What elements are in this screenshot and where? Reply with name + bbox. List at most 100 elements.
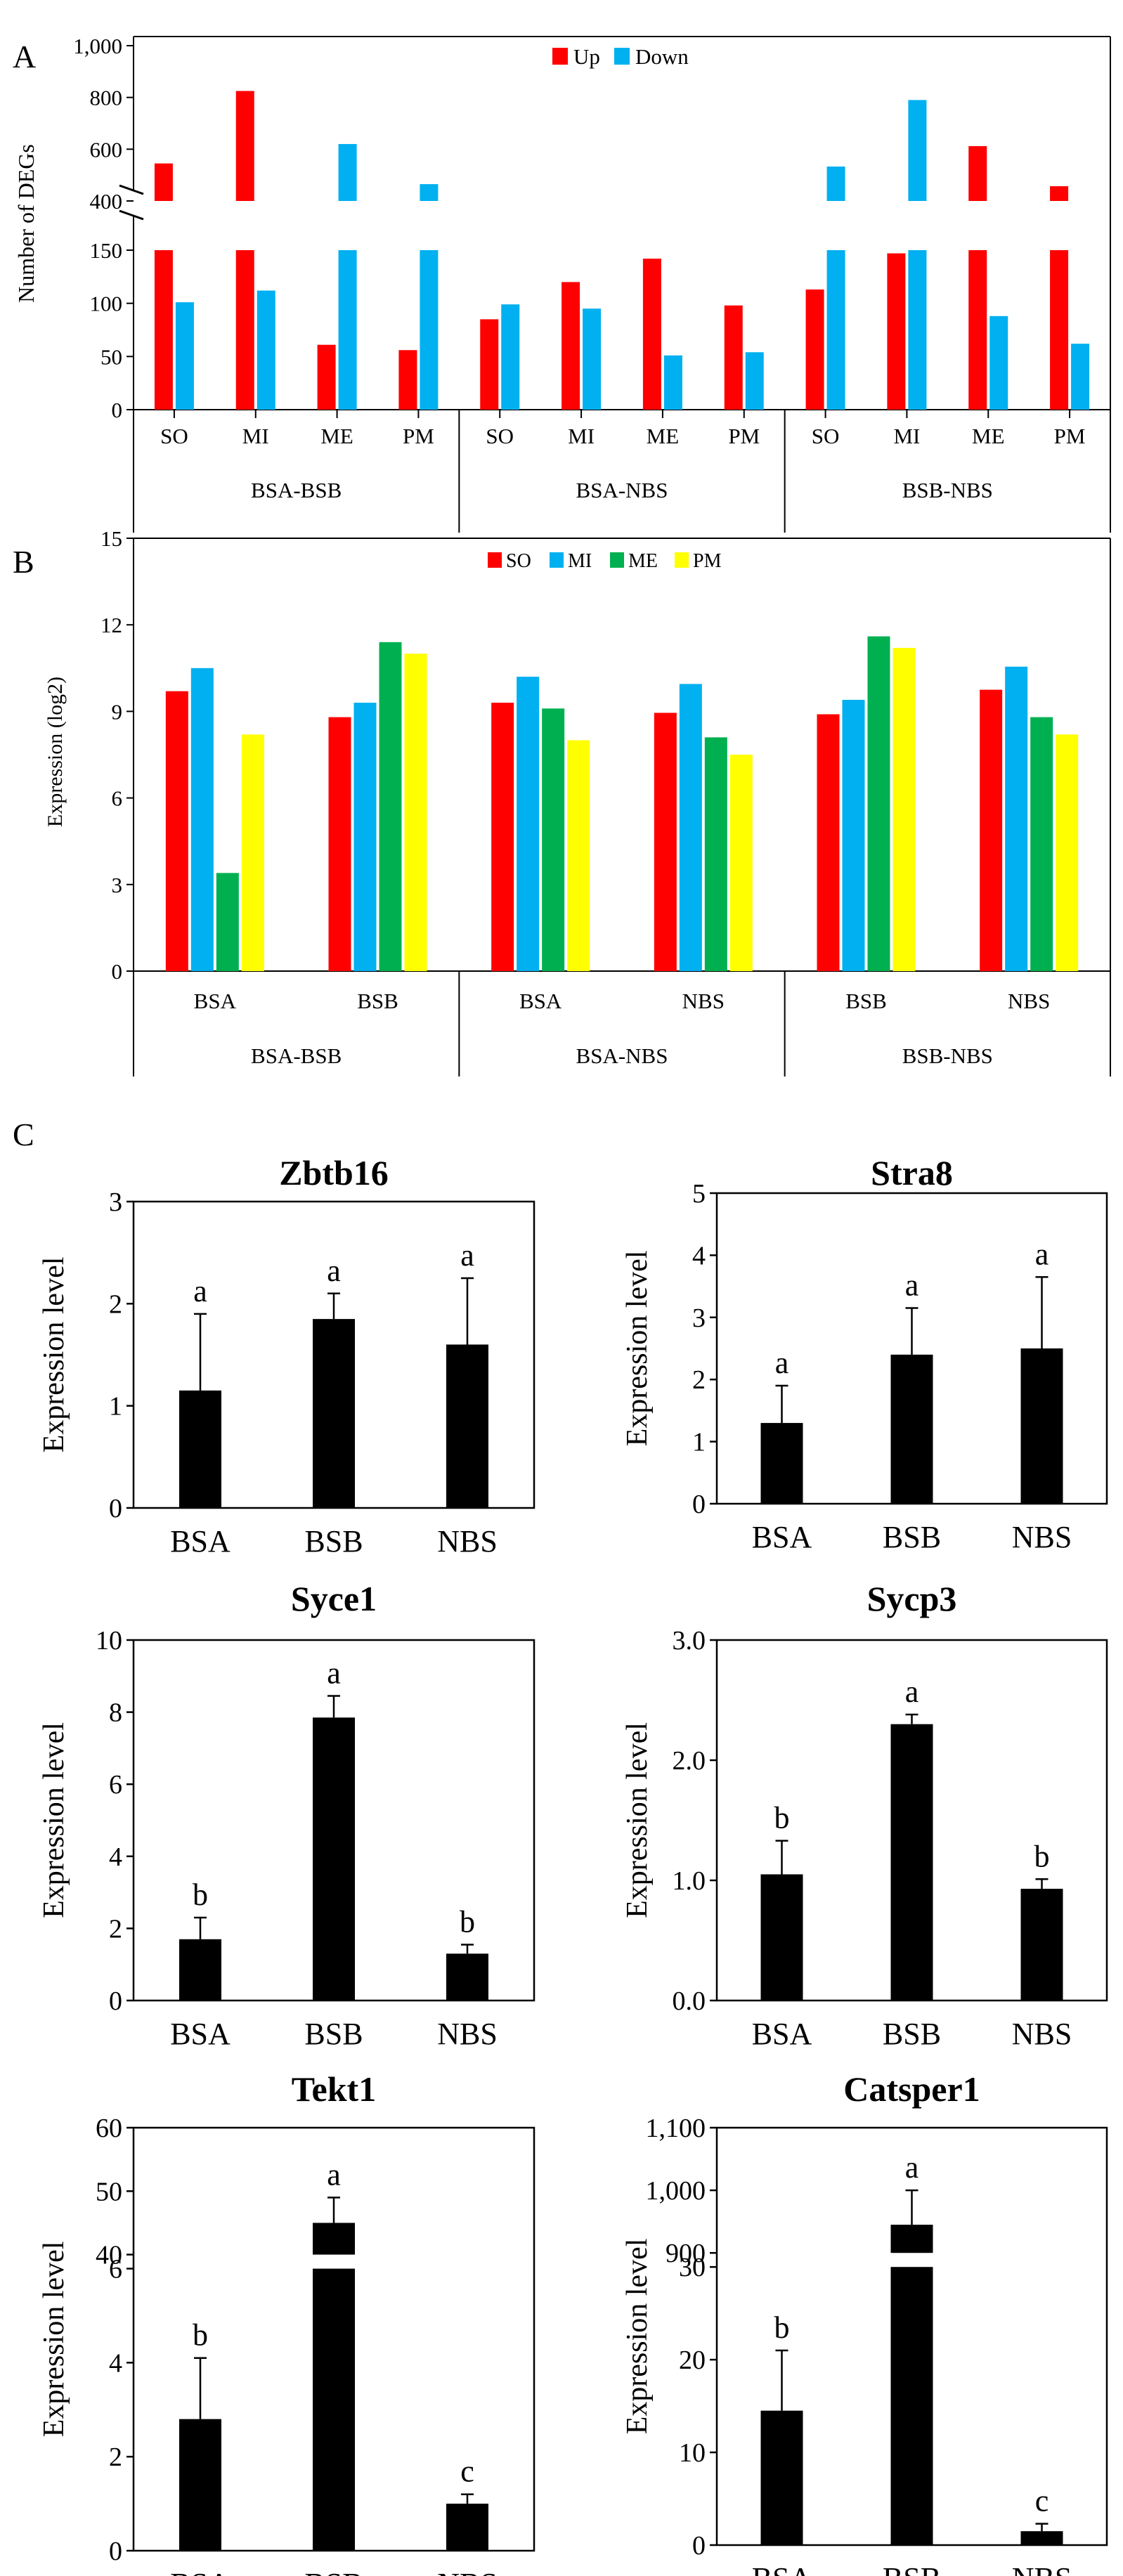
chart-a-bar-down bbox=[908, 250, 927, 410]
chart-significance-letter: a bbox=[460, 1238, 474, 1273]
chart-a-bar-down bbox=[257, 290, 275, 410]
chart-y-tick-label: 40 bbox=[96, 2241, 122, 2270]
chart-a-x-tick-label: SO bbox=[160, 424, 188, 448]
chart-a-bar-down bbox=[501, 304, 520, 410]
chart-b-bar-pm bbox=[892, 648, 916, 971]
chart-b-bar-so bbox=[980, 689, 1003, 971]
chart-b-legend-label-mi: MI bbox=[568, 550, 592, 572]
chart-b-x-tick-label: BSB bbox=[845, 989, 887, 1013]
chart-b-bar-mi bbox=[517, 677, 540, 971]
chart-y-tick-label: 4 bbox=[109, 2348, 122, 2378]
chart-b-legend-swatch-so bbox=[488, 552, 502, 568]
chart-zbtb16: Zbtb16 Expression level 0 1 2 3 a BSA a BSB a NBS bbox=[38, 1153, 535, 1559]
chart-y-tick-label: 1,000 bbox=[646, 2176, 706, 2206]
chart-a-x-tick-label: SO bbox=[486, 424, 514, 448]
chart-x-tick-label: BSA bbox=[170, 2567, 231, 2576]
chart-y-tick-label: 1.0 bbox=[673, 1866, 706, 1896]
chart-y-tick-label: 2 bbox=[692, 1365, 706, 1395]
chart-significance-letter: a bbox=[1035, 1237, 1049, 1271]
chart-a-bar-up bbox=[724, 305, 743, 410]
chart-b-x-tick-label: BSA bbox=[194, 989, 237, 1013]
chart-x-tick-label: BSA bbox=[752, 2017, 812, 2051]
chart-a-bar-up bbox=[235, 250, 254, 410]
chart-b-bar-mi bbox=[1005, 666, 1028, 971]
panel-label-b: B bbox=[13, 544, 34, 580]
chart-a-axis-break-mark bbox=[119, 184, 144, 195]
chart-bar bbox=[890, 1724, 933, 2001]
chart-title: Syce1 bbox=[291, 1579, 377, 1618]
chart-a-bar-down bbox=[420, 250, 439, 410]
chart-y-tick-label: 60 bbox=[96, 2114, 122, 2143]
chart-b-legend-swatch-me bbox=[610, 552, 624, 568]
chart-b-bar-mi bbox=[679, 684, 702, 971]
chart-significance-letter: a bbox=[905, 1268, 919, 1303]
chart-bar bbox=[179, 1390, 221, 1508]
chart-y-tick-label: 0 bbox=[692, 2531, 706, 2561]
chart-a-x-tick-label: MI bbox=[893, 424, 920, 448]
chart-b-bar-so bbox=[491, 703, 514, 971]
chart-y-tick-label: 8 bbox=[109, 1698, 122, 1728]
chart-y-tick-label: 2 bbox=[109, 1914, 122, 1944]
chart-a-bar-down bbox=[338, 250, 357, 410]
chart-b-bar-mi bbox=[353, 703, 377, 971]
chart-a-bar-down bbox=[1071, 344, 1090, 410]
chart-y-axis-title: Expression level bbox=[38, 2242, 70, 2438]
chart-a-bar-up-upper bbox=[1050, 186, 1069, 201]
chart-a-bar-down-upper bbox=[826, 167, 845, 201]
chart-x-tick-label: BSA bbox=[170, 1524, 231, 1559]
chart-a-bar-down-upper bbox=[338, 143, 357, 201]
chart-y-tick-label: 20 bbox=[679, 2346, 706, 2375]
chart-a-bar-up bbox=[480, 319, 499, 410]
chart-bar bbox=[313, 1319, 355, 1508]
chart-b-bar-so bbox=[328, 717, 351, 971]
chart-b-bar-so bbox=[654, 713, 677, 971]
chart-x-tick-label: BSA bbox=[170, 2017, 231, 2051]
chart-bar bbox=[1020, 2531, 1063, 2545]
chart-b-bar-me bbox=[216, 873, 239, 971]
chart-y-tick-label: 0 bbox=[109, 1494, 122, 1523]
chart-y-tick-label: 1 bbox=[692, 1428, 706, 1457]
chart-b-bar-so bbox=[817, 714, 840, 971]
chart-b-group-label: BSA-BSB bbox=[251, 1043, 342, 1068]
chart-x-tick-label: BSB bbox=[304, 2567, 363, 2576]
chart-b-bar-me bbox=[1030, 717, 1053, 971]
chart-b-x-tick-label: BSA bbox=[519, 989, 562, 1013]
chart-x-tick-label: BSB bbox=[883, 2017, 941, 2051]
chart-b-bar-mi bbox=[190, 668, 214, 971]
chart-a-y-tick-label: 600 bbox=[90, 137, 123, 162]
chart-significance-letter: b bbox=[774, 2310, 790, 2345]
chart-b-bar-mi bbox=[842, 699, 865, 971]
chart-a-x-tick-label: ME bbox=[972, 424, 1005, 448]
chart-b-x-tick-label: NBS bbox=[682, 989, 725, 1013]
chart-y-tick-label: 5 bbox=[692, 1179, 706, 1209]
chart-b-legend-label-so: SO bbox=[506, 550, 531, 572]
chart-a-x-tick-label: MI bbox=[568, 424, 595, 448]
chart-b-bar-me bbox=[379, 642, 402, 971]
chart-a-y-tick-label: 150 bbox=[90, 238, 123, 263]
chart-y-tick-label: 50 bbox=[96, 2177, 122, 2206]
chart-b-bar-pm bbox=[567, 740, 590, 971]
chart-bar bbox=[179, 1939, 221, 2001]
chart-significance-letter: b bbox=[460, 1904, 475, 1939]
chart-y-axis-title: Expression level bbox=[38, 1257, 70, 1453]
chart-a-bar-down bbox=[583, 308, 602, 410]
chart-b-y-tick-label: 9 bbox=[112, 699, 123, 724]
chart-x-tick-label: NBS bbox=[1012, 1520, 1072, 1554]
chart-bar bbox=[446, 1344, 488, 1508]
chart-y-tick-label: 0 bbox=[109, 2537, 122, 2566]
chart-bar bbox=[313, 2223, 355, 2551]
chart-b-bar-me bbox=[867, 636, 890, 971]
chart-a-bar-down bbox=[989, 316, 1008, 410]
chart-a-x-tick-label: PM bbox=[1054, 424, 1086, 448]
chart-title: Catsper1 bbox=[843, 2069, 980, 2109]
chart-a-bar-up bbox=[317, 344, 336, 410]
chart-y-tick-label: 4 bbox=[109, 1842, 122, 1872]
chart-y-tick-label: 10 bbox=[96, 1626, 122, 1655]
chart-significance-letter: a bbox=[327, 1656, 341, 1691]
chart-bar bbox=[890, 1354, 933, 1504]
chart-a-legend-label-down: Down bbox=[635, 44, 689, 69]
chart-x-tick-label: BSB bbox=[883, 2561, 941, 2576]
chart-b-y-tick-label: 12 bbox=[100, 613, 122, 637]
